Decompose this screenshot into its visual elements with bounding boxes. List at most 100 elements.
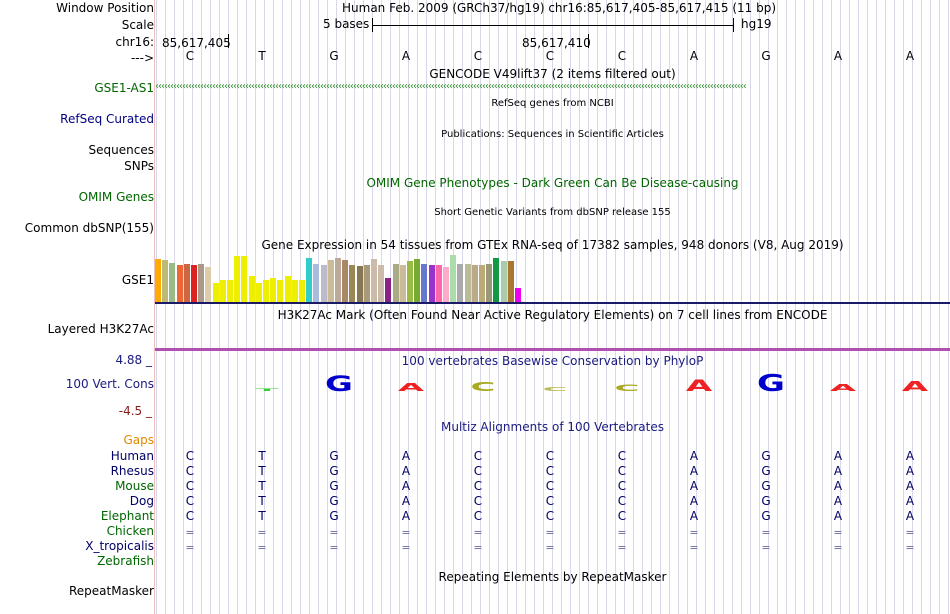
publications-track-title[interactable]: Publications: Sequences in Scientific Ar… xyxy=(441,129,664,140)
gtex-tissue-bar[interactable] xyxy=(299,280,305,302)
species-label[interactable]: Elephant xyxy=(100,509,154,523)
gtex-tissue-bar[interactable] xyxy=(177,265,183,302)
gtex-tissue-bar[interactable] xyxy=(450,255,456,302)
alignment-base: C xyxy=(545,479,555,493)
gtex-tissue-bar[interactable] xyxy=(241,256,247,302)
multiz-track-title[interactable]: Multiz Alignments of 100 Vertebrates xyxy=(440,420,665,434)
dbsnp-track-label[interactable]: Common dbSNP(155) xyxy=(24,221,154,235)
gtex-tissue-bar[interactable] xyxy=(328,260,334,302)
gtex-tissue-bar[interactable] xyxy=(400,265,406,302)
alignment-base: = xyxy=(545,541,555,554)
gtex-baseline xyxy=(155,302,950,304)
gtex-tissue-bar[interactable] xyxy=(393,264,399,302)
gtex-tissue-bar[interactable] xyxy=(493,258,499,302)
alignment-base: G xyxy=(761,509,771,523)
species-label[interactable]: X_tropicalis xyxy=(85,539,154,553)
gtex-tissue-bar[interactable] xyxy=(184,264,190,302)
repeatmasker-track-label[interactable]: RepeatMasker xyxy=(68,584,154,598)
grid-line xyxy=(192,0,193,614)
gtex-tissue-bar[interactable] xyxy=(313,264,319,302)
gtex-tissue-bar[interactable] xyxy=(321,265,327,302)
gtex-tissue-bar[interactable] xyxy=(227,280,233,302)
gtex-tissue-bar[interactable] xyxy=(436,265,442,302)
gtex-tissue-bar[interactable] xyxy=(479,265,485,302)
gencode-track-title[interactable]: GENCODE V49lift37 (2 items filtered out) xyxy=(429,67,676,81)
gtex-tissue-bar[interactable] xyxy=(249,276,255,302)
gtex-tissue-bar[interactable] xyxy=(443,267,449,302)
gtex-tissue-bar[interactable] xyxy=(515,288,521,302)
gtex-tissue-bar[interactable] xyxy=(457,264,463,302)
grid-line xyxy=(741,0,742,614)
gtex-tissue-bar[interactable] xyxy=(263,280,269,302)
snps-track-label[interactable]: SNPs xyxy=(124,159,154,173)
gtex-tissue-bar[interactable] xyxy=(508,261,514,302)
gtex-track-title[interactable]: Gene Expression in 54 tissues from GTEx … xyxy=(261,238,844,252)
conservation-track-title[interactable]: 100 vertebrates Basewise Conservation by… xyxy=(401,354,704,368)
gtex-tissue-bar[interactable] xyxy=(191,265,197,302)
window-position-text[interactable]: Human Feb. 2009 (GRCh37/hg19) chr16:85,6… xyxy=(342,1,777,15)
gtex-tissue-bar[interactable] xyxy=(501,261,507,302)
dbsnp-track-title[interactable]: Short Genetic Variants from dbSNP releas… xyxy=(434,207,671,218)
omim-track-title[interactable]: OMIM Gene Phenotypes - Dark Green Can Be… xyxy=(366,176,739,190)
gtex-tissue-bar[interactable] xyxy=(306,258,312,302)
gtex-tissue-bar[interactable] xyxy=(198,264,204,302)
gtex-tissue-bar[interactable] xyxy=(472,265,478,302)
conservation-track-label[interactable]: 100 Vert. Cons xyxy=(65,377,154,391)
refseq-track-label[interactable]: RefSeq Curated xyxy=(60,112,154,126)
species-label[interactable]: Zebrafish xyxy=(97,554,154,568)
gtex-tissue-bar[interactable] xyxy=(162,260,168,302)
gtex-tissue-bar[interactable] xyxy=(213,283,219,302)
gencode-track-label[interactable]: GSE1-AS1 xyxy=(94,81,154,95)
refseq-track-title[interactable]: RefSeq genes from NCBI xyxy=(491,98,614,109)
gtex-tissue-bar[interactable] xyxy=(486,264,492,302)
alignment-base: = xyxy=(329,541,339,554)
gtex-tissue-bar[interactable] xyxy=(220,280,226,302)
conservation-logo-letter: C xyxy=(471,380,496,394)
gtex-tissue-bar[interactable] xyxy=(270,278,276,302)
grid-line xyxy=(669,0,670,614)
gse1-as1-gene-feature[interactable]: ‹‹‹‹‹‹‹‹‹‹‹‹‹‹‹‹‹‹‹‹‹‹‹‹‹‹‹‹‹‹‹‹‹‹‹‹‹‹‹‹… xyxy=(155,81,747,92)
species-label[interactable]: Dog xyxy=(129,494,154,508)
gtex-tissue-bar[interactable] xyxy=(256,283,262,302)
gtex-tissue-bar[interactable] xyxy=(414,259,420,302)
gtex-tissue-bar[interactable] xyxy=(169,263,175,302)
h3k27ac-track-title[interactable]: H3K27Ac Mark (Often Found Near Active Re… xyxy=(277,308,828,322)
alignment-base: C xyxy=(545,449,555,463)
sequences-track-label[interactable]: Sequences xyxy=(88,143,154,157)
gtex-tissue-bar[interactable] xyxy=(385,278,391,302)
grid-line xyxy=(588,0,589,614)
alignment-base: A xyxy=(401,479,411,493)
gtex-tissue-bar[interactable] xyxy=(357,266,363,302)
omim-track-label[interactable]: OMIM Genes xyxy=(78,190,154,204)
gtex-tissue-bar[interactable] xyxy=(421,264,427,302)
coord-tick-mark-1 xyxy=(228,34,229,48)
gtex-tissue-bar[interactable] xyxy=(292,280,298,302)
gtex-tissue-bar[interactable] xyxy=(342,260,348,302)
species-label[interactable]: Chicken xyxy=(106,524,154,538)
gtex-expression-chart[interactable] xyxy=(155,254,535,302)
gtex-tissue-bar[interactable] xyxy=(155,259,161,302)
alignment-base: A xyxy=(401,494,411,508)
gtex-track-label[interactable]: GSE1 xyxy=(121,273,154,287)
gtex-tissue-bar[interactable] xyxy=(285,276,291,302)
gtex-tissue-bar[interactable] xyxy=(205,267,211,302)
gtex-tissue-bar[interactable] xyxy=(349,265,355,302)
grid-line xyxy=(813,0,814,614)
gtex-tissue-bar[interactable] xyxy=(364,265,370,302)
grid-line xyxy=(651,0,652,614)
species-label[interactable]: Rhesus xyxy=(110,464,154,478)
gtex-tissue-bar[interactable] xyxy=(378,265,384,302)
species-label[interactable]: Mouse xyxy=(115,479,154,493)
species-label[interactable]: Human xyxy=(110,449,154,463)
gtex-tissue-bar[interactable] xyxy=(335,258,341,302)
gtex-tissue-bar[interactable] xyxy=(234,256,240,302)
repeatmasker-track-title[interactable]: Repeating Elements by RepeatMasker xyxy=(438,570,667,584)
h3k27ac-signal-band[interactable] xyxy=(155,348,950,351)
gtex-tissue-bar[interactable] xyxy=(465,264,471,302)
h3k27ac-track-label[interactable]: Layered H3K27Ac xyxy=(47,322,154,336)
gtex-tissue-bar[interactable] xyxy=(407,261,413,302)
gtex-tissue-bar[interactable] xyxy=(277,280,283,302)
gtex-tissue-bar[interactable] xyxy=(371,259,377,302)
gtex-tissue-bar[interactable] xyxy=(429,265,435,302)
grid-line xyxy=(561,0,562,614)
